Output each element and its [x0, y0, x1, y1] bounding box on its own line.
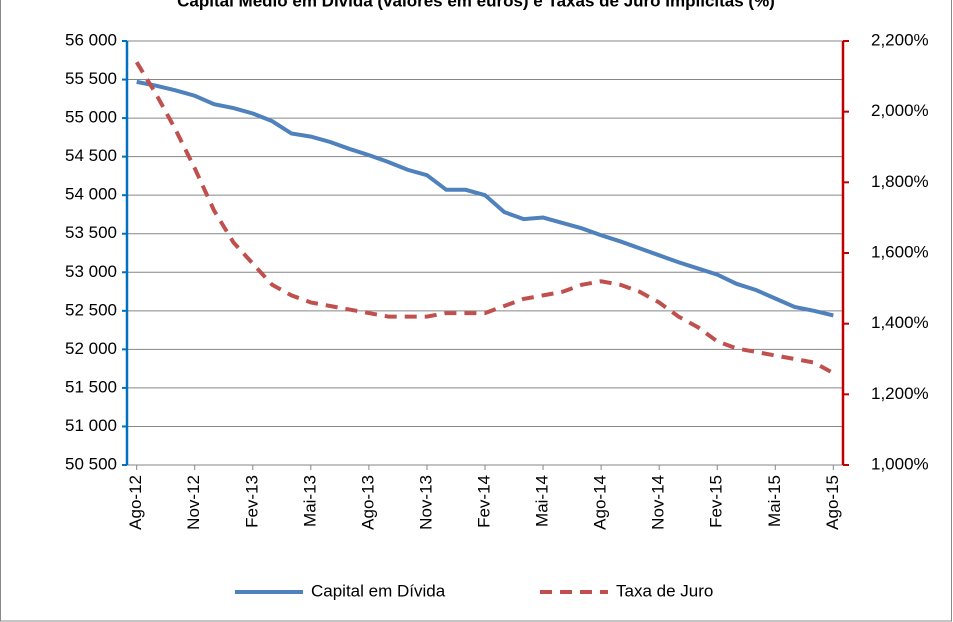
x-tick-label: Ago-13	[358, 475, 377, 530]
x-tick-label: Nov-12	[184, 475, 203, 530]
x-tick-label: Fev-13	[242, 475, 261, 528]
y-tick-label: 55 000	[65, 108, 117, 127]
x-tick-label: Ago-14	[591, 475, 610, 530]
y2-tick-label: 1,400%	[871, 313, 929, 332]
x-tick-label: Mai-13	[300, 475, 319, 527]
y-tick-label: 53 500	[65, 223, 117, 242]
y-tick-label: 51 000	[65, 416, 117, 435]
y2-tick-label: 1,800%	[871, 172, 929, 191]
x-tick-label: Ago-15	[823, 475, 842, 530]
legend-label: Capital em Dívida	[311, 581, 446, 600]
legend-label: Taxa de Juro	[616, 581, 713, 600]
y2-tick-label: 1,600%	[871, 242, 929, 261]
x-tick-label: Ago-12	[126, 475, 145, 530]
y-tick-label: 56 000	[65, 30, 117, 49]
x-tick-label: Mai-15	[765, 475, 784, 527]
y2-tick-label: 2,200%	[871, 30, 929, 49]
x-tick-label: Nov-13	[416, 475, 435, 530]
series-line	[134, 61, 835, 375]
y2-tick-label: 2,000%	[871, 101, 929, 120]
y2-tick-label: 1,000%	[871, 454, 929, 473]
x-tick-label: Fev-14	[474, 475, 493, 528]
y-tick-label: 50 500	[65, 454, 117, 473]
y2-tick-label: 1,200%	[871, 384, 929, 403]
x-tick-label: Nov-14	[649, 475, 668, 530]
y-tick-label: 54 000	[65, 185, 117, 204]
chart-title: Capital Médio em Dívida (valores em euro…	[177, 0, 775, 10]
x-tick-label: Mai-14	[533, 475, 552, 527]
y-tick-label: 53 000	[65, 262, 117, 281]
y-tick-label: 51 500	[65, 377, 117, 396]
y-tick-label: 54 500	[65, 146, 117, 165]
x-tick-label: Fev-15	[707, 475, 726, 528]
series-line	[136, 79, 834, 318]
y-tick-label: 52 500	[65, 300, 117, 319]
y-tick-label: 55 500	[65, 69, 117, 88]
y-tick-label: 52 000	[65, 339, 117, 358]
